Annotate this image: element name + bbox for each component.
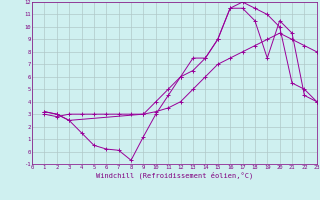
X-axis label: Windchill (Refroidissement éolien,°C): Windchill (Refroidissement éolien,°C) — [96, 172, 253, 179]
